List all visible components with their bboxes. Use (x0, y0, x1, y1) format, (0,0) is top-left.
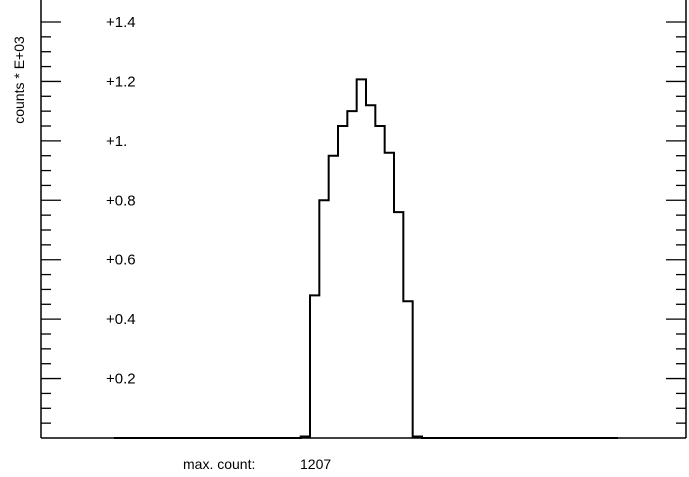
y-tick-label: +0.2 (106, 371, 136, 388)
y-tick-label: +0.6 (106, 252, 136, 269)
y-axis-label: counts * E+03 (11, 36, 27, 124)
y-tick-labels: +0.2 +0.4 +0.6 +0.8 +1. +1.2 +1.4 (106, 14, 136, 388)
y-ticks (41, 21, 686, 424)
y-tick-label: +0.4 (106, 311, 136, 328)
max-count-label: max. count: (183, 456, 255, 472)
histogram-line (114, 78, 618, 439)
y-tick-label: +1.4 (106, 14, 136, 31)
max-count-value: 1207 (300, 456, 331, 472)
axes (40, 0, 687, 439)
y-tick-label: +1.2 (106, 73, 136, 90)
y-tick-label: +0.8 (106, 192, 136, 209)
y-tick-label: +1. (106, 133, 127, 150)
